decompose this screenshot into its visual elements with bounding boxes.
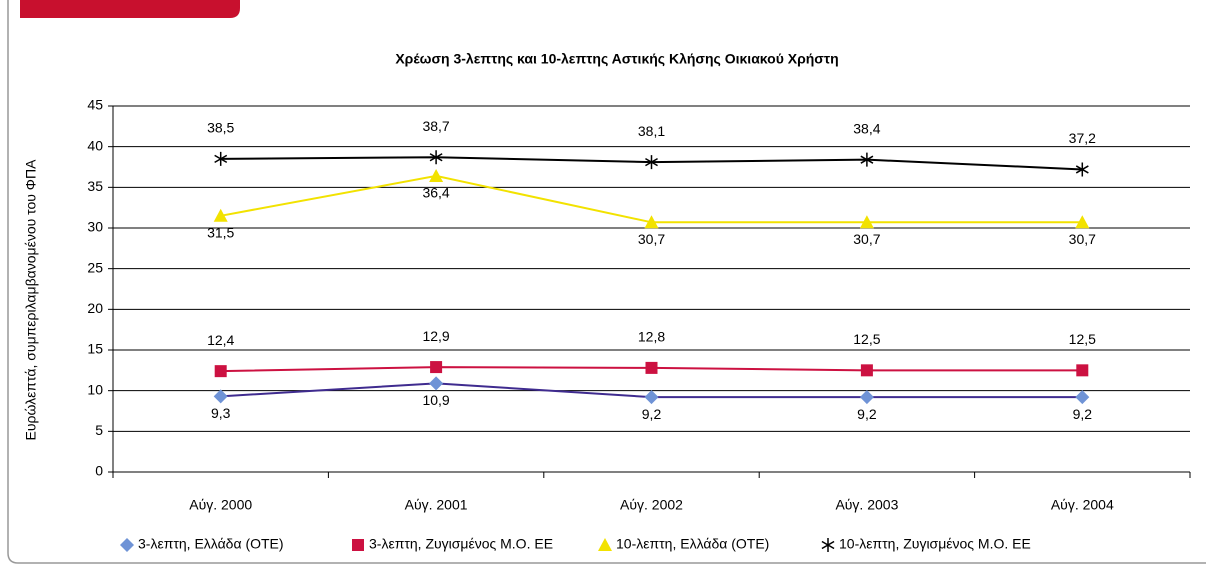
marker <box>645 155 658 170</box>
marker <box>213 208 228 222</box>
data-label: 38,1 <box>638 123 665 139</box>
marker <box>1076 364 1089 377</box>
legend-marker <box>352 539 364 551</box>
data-label: 38,7 <box>422 118 449 134</box>
marker <box>214 365 227 378</box>
data-label: 12,4 <box>207 332 234 348</box>
marker <box>214 151 228 166</box>
marker <box>429 168 444 182</box>
data-label: 36,4 <box>422 185 449 201</box>
tab <box>20 0 240 18</box>
marker <box>644 215 659 229</box>
data-label: 12,5 <box>1069 331 1096 347</box>
data-label: 30,7 <box>1069 231 1096 247</box>
chart-title: Χρέωση 3-λεπτης και 10-λεπτης Αστικής Κλ… <box>395 51 838 67</box>
x-tick-label: Αύγ. 2001 <box>405 497 468 513</box>
marker <box>213 389 228 404</box>
data-label: 9,2 <box>1073 406 1093 422</box>
legend-marker <box>120 538 134 552</box>
marker <box>1075 215 1090 229</box>
marker <box>1075 162 1089 177</box>
data-label: 31,5 <box>207 225 234 241</box>
x-tick-label: Αύγ. 2002 <box>620 497 683 513</box>
data-label: 9,2 <box>857 406 877 422</box>
legend-marker <box>821 538 835 552</box>
x-tick-label: Αύγ. 2000 <box>189 497 252 513</box>
y-tick-label: 20 <box>87 300 103 316</box>
marker <box>859 215 874 229</box>
legend-marker <box>598 538 612 551</box>
data-label: 30,7 <box>853 231 880 247</box>
marker <box>1075 390 1090 405</box>
y-tick-label: 25 <box>87 259 103 275</box>
marker <box>859 390 874 405</box>
data-label: 9,3 <box>211 405 231 421</box>
data-label: 12,5 <box>853 331 880 347</box>
y-axis-label: Ευρώλεπτά, συμπεριλαμβανομένου του ΦΠΑ <box>23 159 39 441</box>
marker <box>429 376 444 391</box>
x-tick-label: Αύγ. 2004 <box>1051 497 1114 513</box>
y-tick-label: 15 <box>87 341 103 357</box>
data-label: 10,9 <box>422 392 449 408</box>
y-tick-label: 0 <box>95 463 103 479</box>
y-tick-label: 40 <box>87 137 103 153</box>
data-label: 37,2 <box>1069 130 1096 146</box>
y-tick-label: 5 <box>95 422 103 438</box>
x-tick-label: Αύγ. 2003 <box>835 497 898 513</box>
legend-label: 10-λεπτη, Ελλάδα (ΟΤΕ) <box>616 536 769 552</box>
data-label: 12,8 <box>638 329 665 345</box>
data-label: 30,7 <box>638 231 665 247</box>
legend-label: 3-λεπτη, Ζυγισμένος Μ.Ο. ΕΕ <box>369 536 553 552</box>
frame <box>7 0 1206 564</box>
marker <box>645 361 658 374</box>
marker <box>860 152 874 167</box>
marker <box>430 361 443 374</box>
data-label: 12,9 <box>422 328 449 344</box>
marker <box>644 390 659 405</box>
data-label: 38,4 <box>853 120 880 136</box>
data-label: 38,5 <box>207 120 234 136</box>
y-tick-label: 35 <box>87 178 103 194</box>
data-label: 9,2 <box>642 406 662 422</box>
legend-label: 10-λεπτη, Ζυγισμένος Μ.Ο. ΕΕ <box>839 536 1031 552</box>
y-tick-label: 45 <box>87 97 103 113</box>
marker <box>429 150 443 165</box>
y-tick-label: 30 <box>87 219 103 235</box>
y-tick-label: 10 <box>87 381 103 397</box>
marker <box>860 364 873 377</box>
legend-label: 3-λεπτη, Ελλάδα (ΟΤΕ) <box>138 536 284 552</box>
